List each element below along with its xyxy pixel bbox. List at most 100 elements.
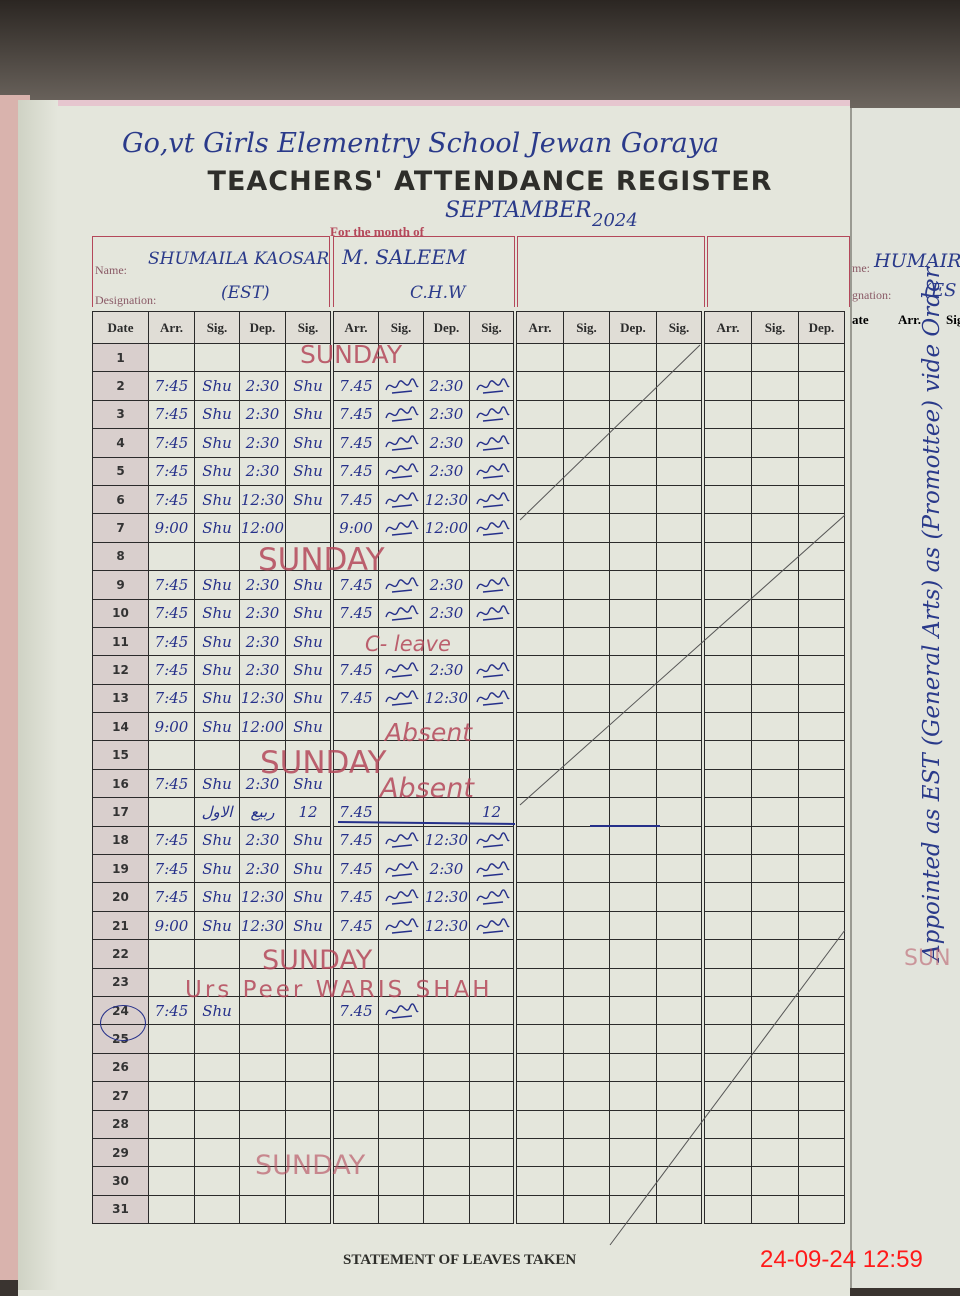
teacher-4-cell [704,428,752,458]
teacher-3-cell [516,456,564,486]
table-row: 28 [92,1109,845,1139]
teacher-4-cell [704,1194,752,1225]
signature-mark [475,662,510,678]
month-value: SEPTAMBER [445,198,592,223]
teacher-1-dep-cell: 2:30 [239,626,286,657]
teacher-1-name: SHUMAILA KAOSAR [148,249,330,269]
teacher-2-sig-cell [378,570,424,600]
date-24-circle [100,1005,146,1041]
table-row: 15 [92,740,845,770]
signature-mark [385,889,419,905]
signature-mark [475,435,510,451]
signature-mark [475,917,510,934]
teacher-1-sig-cell: Shu [194,655,240,685]
next-date-header: ate [852,312,869,327]
table-row: 17 الاول ربیع 12 7.45 12 [92,797,845,827]
background [0,0,960,110]
table-row: 18 7:45 Shu 2:30 Shu 7.45 12:30 [92,825,845,856]
teacher-4-cell [751,456,799,486]
teacher-2-sig-cell [378,854,424,884]
teacher-2-dep-cell: 12:30 [423,882,470,912]
teacher-3-cell [563,371,610,401]
table-row: 12 7:45 Shu 2:30 Shu 7.45 2:30 [92,655,845,685]
teacher-2-arr-cell [333,1024,379,1054]
teacher-4-cell [751,371,799,401]
teacher-3-cell [609,541,657,572]
signature-mark [475,889,510,905]
teacher-3-cell [609,1194,657,1225]
teacher-1-sig-cell: Shu [194,882,240,912]
teacher-2-sig-cell [378,428,424,458]
date-cell: 13 [92,683,149,714]
teacher-2-dep-cell: 12:30 [423,825,470,856]
teacher-3-cell [609,598,657,628]
appointment-note: Appointed as EST (General Arts) as (Prom… [919,267,945,961]
table-row: 8 [92,541,845,572]
teacher-1-arr-cell: 7:45 [148,683,195,714]
teacher-3-cell [656,1166,702,1196]
date-cell: 26 [92,1052,149,1083]
teacher-2-name: M. SALEEM [342,245,467,269]
signature-mark [475,463,510,479]
teacher-1-dep-cell: 2:30 [239,456,286,486]
teacher-1-sig-cell: Shu [194,513,240,543]
teacher-1-sig-cell: Shu [194,768,240,799]
teacher-4-cell [751,513,799,543]
teacher-4-cell [798,456,845,486]
sig-header: Sig. [751,311,799,344]
teacher-2-sig-cell [469,1194,514,1225]
teacher-4-cell [798,371,845,401]
date-cell: 18 [92,825,149,856]
teacher-3-cell [656,655,702,685]
teacher-1-arr-cell: 7:45 [148,399,195,430]
date-cell: 15 [92,740,149,770]
arr-header: Arr. [516,311,564,344]
next-designation: (ES [924,280,957,301]
date-header: Date [92,311,149,344]
teacher-1-arr-cell: 7:45 [148,428,195,458]
teacher-4-cell [751,910,799,941]
teacher-3-cell [609,712,657,742]
teacher-3-cell [656,797,702,827]
table-row: 2 7:45 Shu 2:30 Shu 7.45 2:30 [92,371,845,401]
teacher-1-dep-cell: 12:00 [239,712,286,742]
teacher-3-cell [609,967,657,997]
teacher-4-cell [798,513,845,543]
teacher-3-cell [656,1052,702,1083]
teacher-2-sig-cell [469,371,514,401]
teacher-1-sig-cell: Shu [285,570,331,600]
teacher-2-sig-cell [378,598,424,628]
teacher-2-sig-cell [469,541,514,572]
dep-header: Dep. [609,311,657,344]
next-teacher-name: HUMAIR [874,250,960,272]
teacher-2-sig-cell [469,768,514,799]
teacher-3-cell [563,1052,610,1083]
signature-mark [475,491,510,508]
date-cell: 21 [92,910,149,941]
teacher-4-cell [704,825,752,856]
teacher-1-sig-cell: Shu [285,655,331,685]
teacher-2-arr-cell: 7.45 [333,854,379,884]
teacher-1-dep-cell [239,967,286,997]
teacher-1-sig-cell [194,1194,240,1225]
teacher-2-sig-cell [469,513,514,543]
teacher-2-dep-cell: 2:30 [423,456,470,486]
teacher-1-sig-cell: Shu [194,570,240,600]
teacher-2-dep-cell: 2:30 [423,570,470,600]
teacher-1-sig-cell: Shu [285,598,331,628]
teacher-3-cell [516,683,564,714]
date-cell: 19 [92,854,149,884]
teacher-2-arr-cell: 9:00 [333,513,379,543]
teacher-1-sig-cell: Shu [285,910,331,941]
date-cell: 16 [92,768,149,799]
table-row: 27 [92,1081,845,1111]
teacher-3-cell [516,484,564,515]
teacher-2-arr-cell: 7.45 [333,456,379,486]
teacher-3-cell [609,882,657,912]
table-row: 26 [92,1052,845,1083]
teacher-2-sig-cell [378,939,424,969]
teacher-3-cell [563,882,610,912]
teacher-2-sig-cell [469,683,514,714]
teacher-4-cell [798,882,845,912]
table-row: 7 9:00 Shu 12:00 9:00 12:00 [92,513,845,543]
